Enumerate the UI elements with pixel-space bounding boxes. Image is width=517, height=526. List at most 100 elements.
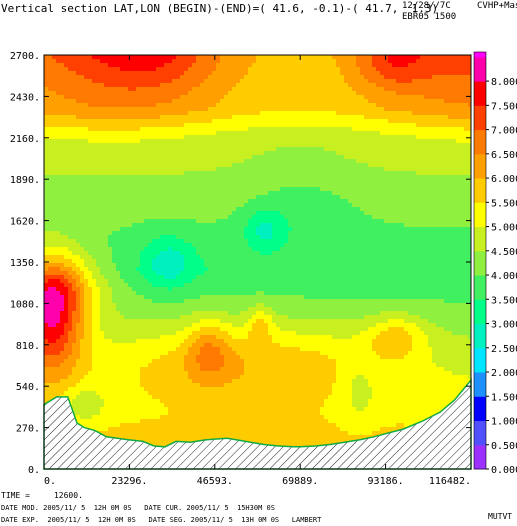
colorbar-label: 8.000: [491, 77, 517, 88]
colorbar-segment: [474, 372, 486, 377]
colorbar-segment: [474, 217, 486, 222]
colorbar-segment: [474, 367, 486, 372]
colorbar-segment: [474, 348, 486, 353]
colorbar-label: 6.000: [491, 174, 517, 185]
x-tick-label: 116482.: [429, 476, 471, 487]
colorbar-label: 2.000: [491, 368, 517, 379]
colorbar-segment: [474, 445, 486, 450]
colorbar-segment: [474, 154, 486, 159]
colorbar-segment: [474, 164, 486, 169]
x-tick-label: 46593.: [197, 476, 233, 487]
colorbar-segment: [474, 227, 486, 232]
colorbar-segment: [474, 81, 486, 86]
y-tick-label: 1350.: [10, 258, 40, 269]
colorbar-segment: [474, 387, 486, 392]
colorbar-label: 3.000: [491, 320, 517, 331]
y-tick-label: 2160.: [10, 134, 40, 145]
x-tick-label: 0.: [44, 476, 56, 487]
colorbar-segment: [474, 416, 486, 421]
x-tick-label: 23296.: [111, 476, 147, 487]
colorbar-segment: [474, 382, 486, 387]
colorbar-segment: [474, 280, 486, 285]
colorbar-segment: [474, 357, 486, 362]
colorbar-segment: [474, 401, 486, 406]
colorbar-label: 4.000: [491, 271, 517, 282]
colorbar-segment: [474, 168, 486, 173]
colorbar-segment: [474, 115, 486, 120]
y-tick-label: 810.: [16, 341, 40, 352]
colorbar-segment: [474, 222, 486, 227]
colorbar-segment: [474, 139, 486, 144]
colorbar-segment: [474, 212, 486, 217]
colorbar-label: 3.500: [491, 295, 517, 306]
colorbar-segment: [474, 236, 486, 241]
footer-time: TIME = 12600.: [1, 490, 83, 502]
colorbar-label: 0.500: [491, 441, 517, 452]
colorbar-segment: [474, 285, 486, 290]
colorbar-segment: [474, 251, 486, 256]
colorbar-segment: [474, 294, 486, 299]
footer-dates-1: DATE MOD. 2005/11/ 5 12H 0M 0S DATE CUR.…: [1, 502, 275, 514]
colorbar-segment: [474, 430, 486, 435]
colorbar-segment: [474, 120, 486, 125]
colorbar-segment: [474, 435, 486, 440]
colorbar-segment: [474, 333, 486, 338]
colorbar-segment: [474, 309, 486, 314]
colorbar-segment: [474, 425, 486, 430]
colorbar-segment: [474, 391, 486, 396]
colorbar-segment: [474, 159, 486, 164]
colorbar-segment: [474, 275, 486, 280]
colorbar-segment: [474, 411, 486, 416]
colorbar-segment: [474, 406, 486, 411]
colorbar-label: 1.500: [491, 392, 517, 403]
colorbar-segment: [474, 319, 486, 324]
colorbar-segment: [474, 188, 486, 193]
colorbar-segment: [474, 265, 486, 270]
y-tick-label: 0.: [28, 465, 40, 476]
colorbar-segment: [474, 459, 486, 464]
footer-tag: MUTVT: [488, 511, 512, 523]
colorbar-label: 5.000: [491, 223, 517, 234]
colorbar-segment: [474, 290, 486, 295]
colorbar-segment: [474, 96, 486, 101]
colorbar-segment: [474, 125, 486, 130]
colorbar-segment: [474, 173, 486, 178]
colorbar-segment: [474, 149, 486, 154]
x-tick-label: 69889.: [282, 476, 318, 487]
colorbar-label: 1.000: [491, 417, 517, 428]
colorbar-segment: [474, 105, 486, 110]
colorbar-segment: [474, 314, 486, 319]
colorbar-segment: [474, 396, 486, 401]
colorbar-segment: [474, 241, 486, 246]
colorbar-segment: [474, 178, 486, 183]
colorbar-segment: [474, 338, 486, 343]
y-tick-label: 1080.: [10, 299, 40, 310]
y-tick-label: 1890.: [10, 175, 40, 186]
colorbar-label: 2.500: [491, 344, 517, 355]
colorbar-segment: [474, 343, 486, 348]
colorbar-segment: [474, 130, 486, 135]
colorbar-label: 0.000: [491, 465, 517, 476]
colorbar-segment: [474, 100, 486, 105]
colorbar-segment: [474, 246, 486, 251]
x-tick-label: 93186.: [368, 476, 404, 487]
colorbar-label: 7.500: [491, 101, 517, 112]
colorbar-segment: [474, 76, 486, 81]
colorbar-segment: [474, 450, 486, 455]
colorbar-segment: [474, 193, 486, 198]
colorbar-label: 5.500: [491, 198, 517, 209]
y-tick-label: 2430.: [10, 92, 40, 103]
colorbar-segment: [474, 377, 486, 382]
colorbar-segment: [474, 261, 486, 266]
contour-fill: [44, 55, 471, 469]
colorbar-segment: [474, 324, 486, 329]
colorbar-segment: [474, 134, 486, 139]
colorbar-label: 4.500: [491, 247, 517, 258]
y-tick-label: 270.: [16, 424, 40, 435]
colorbar-segment: [474, 71, 486, 76]
colorbar-segment: [474, 464, 486, 469]
colorbar-segment: [474, 62, 486, 67]
colorbar-segment: [474, 256, 486, 261]
colorbar-segment: [474, 183, 486, 188]
